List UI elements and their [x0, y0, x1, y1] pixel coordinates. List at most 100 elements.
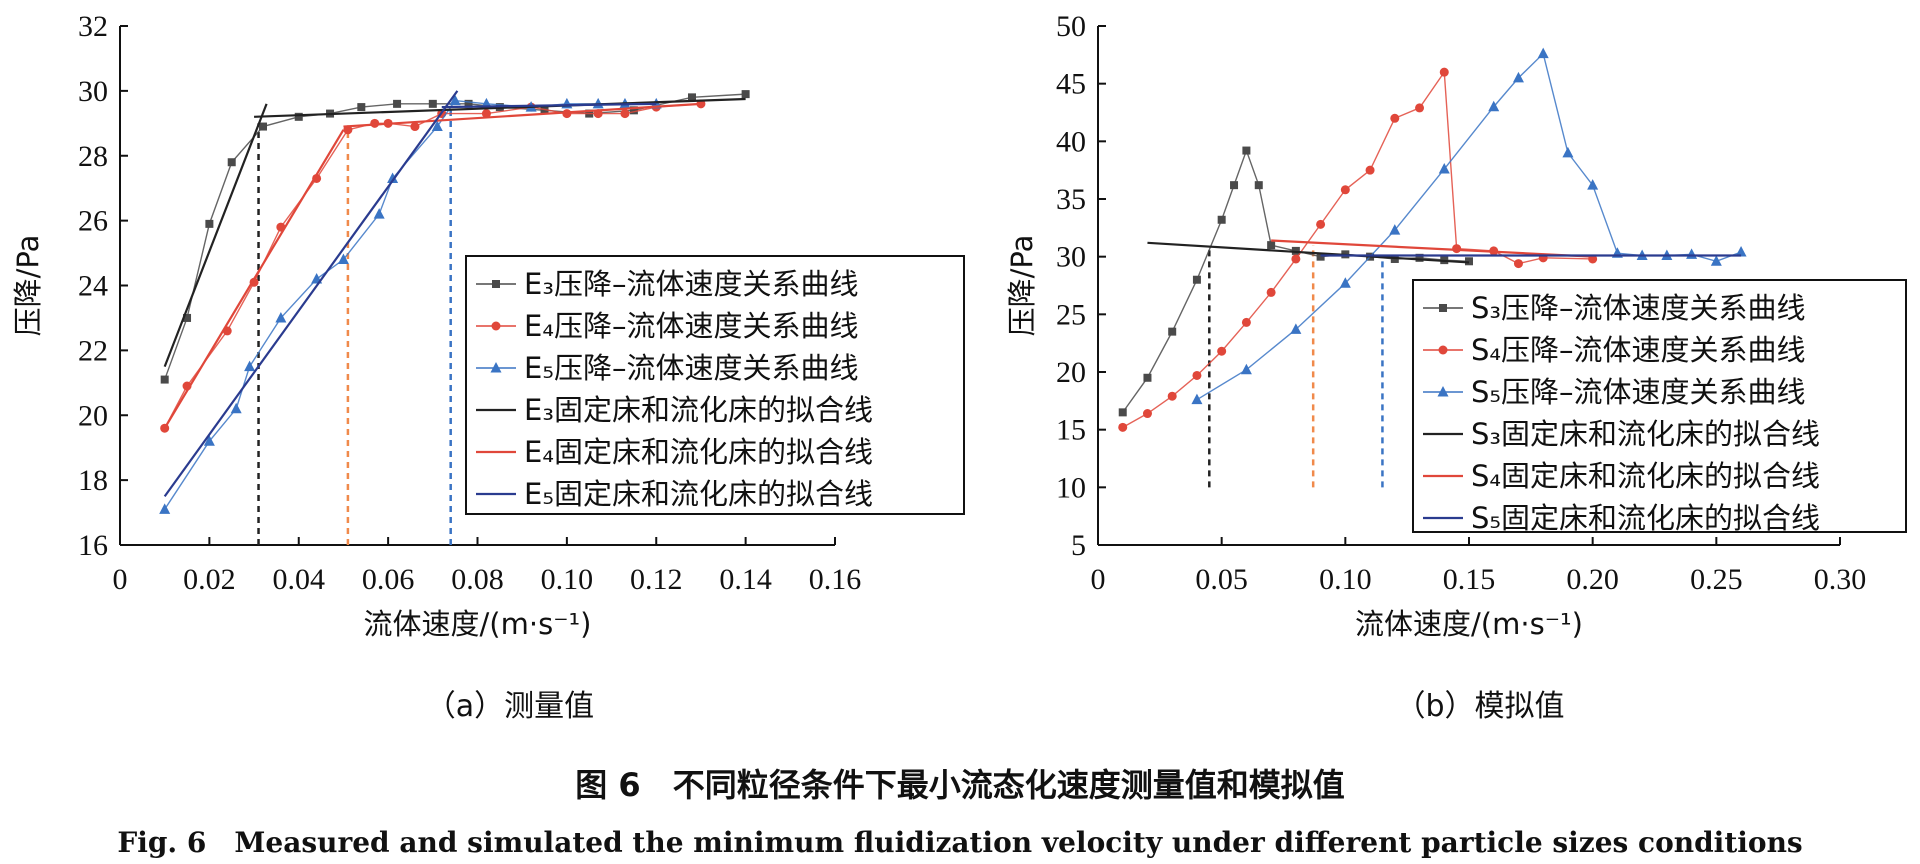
panel-b-subtitle: （b）模拟值	[1395, 689, 1564, 724]
panel-b-legend-label: S₅固定床和流化床的拟合线	[1471, 501, 1820, 535]
panel-a-fit-line-3	[163, 103, 268, 367]
panel-b-data-point	[1217, 346, 1227, 356]
panel-b-data-point	[1143, 373, 1152, 382]
panel-b-data-point	[1735, 246, 1747, 257]
panel-a-data-point	[160, 375, 169, 384]
panel-b-data-point	[1389, 224, 1401, 235]
panel-b-y-tick-label: 5	[1071, 529, 1086, 562]
panel-b-data-point	[1242, 146, 1251, 155]
panel-a-x-tick-label: 0.02	[183, 563, 236, 596]
panel-b-legend-marker	[1437, 386, 1449, 397]
panel-b-data-point	[1316, 219, 1326, 229]
panel-b-y-tick-label: 20	[1056, 356, 1086, 389]
panel-a-y-tick-label: 16	[78, 529, 108, 562]
panel-a-data-point	[741, 90, 750, 99]
panel-b-data-point	[1290, 323, 1302, 334]
panel-a-data-point	[431, 120, 443, 132]
panel-b-x-tick-label: 0	[1091, 563, 1106, 596]
panel-a-data-point	[387, 172, 399, 183]
panel-b-data-point	[1168, 327, 1177, 336]
panel-b-data-point	[1316, 252, 1325, 261]
panel-a-data-point	[449, 94, 461, 106]
panel-b-data-point	[1562, 146, 1574, 158]
panel-b-data-point	[1415, 103, 1425, 113]
panel-b-x-tick-label: 0.30	[1814, 563, 1867, 596]
panel-b-data-point	[1415, 253, 1424, 262]
panel-b-x-tick-label: 0.15	[1443, 563, 1496, 596]
panel-b-data-point	[1465, 257, 1473, 266]
panel-a-data-point	[275, 311, 287, 323]
panel-a-data-point	[373, 208, 385, 219]
panel-a-data-point	[540, 106, 549, 115]
panel-a-y-tick-label: 24	[78, 270, 108, 303]
panel-a-x-tick-label: 0.16	[809, 563, 862, 596]
panel-a-data-point	[464, 99, 473, 108]
panel-b-y-tick-label: 45	[1056, 68, 1086, 101]
panel-b-legend-label: S₃固定床和流化床的拟合线	[1471, 417, 1820, 451]
panel-a-y-tick-label: 18	[78, 464, 108, 497]
panel-b-data-point	[1241, 317, 1251, 327]
panel-b-x-tick-label: 0.25	[1690, 563, 1743, 596]
panel-b-y-tick-label: 25	[1056, 298, 1086, 331]
panel-a-legend-marker	[492, 280, 500, 288]
panel-a-data-point	[410, 122, 420, 132]
panel-a-data-point	[183, 313, 192, 322]
panel-a-x-tick-label: 0.12	[630, 563, 683, 596]
panel-b-data-point	[1513, 259, 1523, 269]
panel-a-data-point	[337, 253, 349, 265]
panel-a-data-point	[428, 99, 437, 108]
panel-a-x-tick-label: 0.06	[362, 563, 415, 596]
panel-a-fit-line-5	[441, 102, 657, 109]
panel-b-data-point	[1192, 275, 1201, 284]
panel-a-data-point	[343, 125, 353, 135]
panel-b-x-axis-label: 流体速度/(m·s⁻¹)	[1355, 607, 1583, 641]
panel-b-y-tick-label: 15	[1056, 414, 1086, 447]
panel-b-data-point	[1438, 163, 1450, 174]
panel-a-legend-label: E₄压降–流体速度关系曲线	[524, 309, 858, 343]
panel-a-legend-box	[465, 255, 965, 515]
panel-a-fit-line-3	[254, 97, 746, 118]
panel-a-data-point	[294, 112, 303, 121]
figure-caption-en: Fig. 6 Measured and simulated the minimu…	[117, 826, 1802, 859]
panel-a-legend-marker	[491, 321, 501, 331]
panel-b-data-point	[1587, 179, 1599, 190]
panel-b-data-point	[1686, 248, 1698, 259]
panel-a-y-axis-label: 压降/Pa	[11, 235, 45, 337]
panel-b-data-point	[1537, 47, 1549, 59]
panel-b-chart: 5 10 15 20 25 30 35 40 45 50 0 0.05 0.10 0.15 0.20 0.25…	[1005, 10, 1907, 641]
panel-b-data-point	[1390, 113, 1400, 123]
panel-a-data-point	[357, 103, 366, 112]
panel-a-subtitle: （a）测量值	[426, 689, 594, 724]
panel-b-y-tick-label: 10	[1056, 471, 1086, 504]
panel-b-legend-box	[1412, 279, 1907, 533]
panel-a-x-tick-label: 0.14	[719, 563, 772, 596]
panel-b-data-point	[1710, 255, 1722, 266]
panel-b-y-axis-label: 压降/Pa	[1005, 235, 1039, 337]
panel-a-legend-label: E₅压降–流体速度关系曲线	[524, 351, 858, 385]
panel-a-chart: 16 18 20 22 24 26 28 30 32 0 0.02 0.04 0.06 0.08 0.10 0…	[11, 10, 965, 641]
panel-a-fit-line-4	[343, 102, 702, 128]
panel-b-y-tick-label: 30	[1056, 241, 1086, 274]
panel-b-data-point	[1291, 254, 1301, 264]
panel-b-legend-marker	[1438, 345, 1448, 355]
panel-a-x-axis-label: 流体速度/(m·s⁻¹)	[364, 607, 592, 641]
panel-b-data-point	[1339, 277, 1351, 288]
panel-b-data-point	[1439, 67, 1449, 77]
panel-a-fit-line-4	[163, 129, 345, 429]
panel-a-legend-label: E₃固定床和流化床的拟合线	[524, 393, 873, 427]
panel-b-data-point	[1266, 287, 1276, 297]
panel-b-data-point	[1512, 71, 1524, 83]
panel-b-legend-label: S₅压降–流体速度关系曲线	[1471, 375, 1806, 409]
panel-a-data-point	[259, 122, 267, 131]
panel-a-fit-line-5	[163, 90, 459, 497]
panel-a-x-tick-label: 0.08	[451, 563, 504, 596]
panel-b-data-point	[1118, 422, 1128, 432]
panel-a-data-point	[629, 106, 638, 115]
panel-b-y-tick-label: 35	[1056, 183, 1086, 216]
panel-b-legend-marker	[1439, 304, 1447, 312]
panel-a-data-point	[244, 360, 256, 372]
panel-a-legend-label: E₄固定床和流化床的拟合线	[524, 435, 873, 469]
panel-b-data-point	[1192, 370, 1202, 380]
panel-a-y-tick-label: 28	[78, 140, 108, 173]
panel-b-data-point	[1340, 185, 1350, 195]
